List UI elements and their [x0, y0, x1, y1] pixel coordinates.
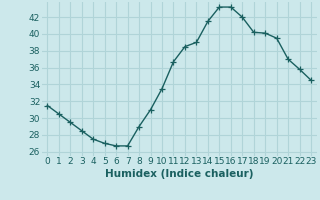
X-axis label: Humidex (Indice chaleur): Humidex (Indice chaleur)	[105, 169, 253, 179]
